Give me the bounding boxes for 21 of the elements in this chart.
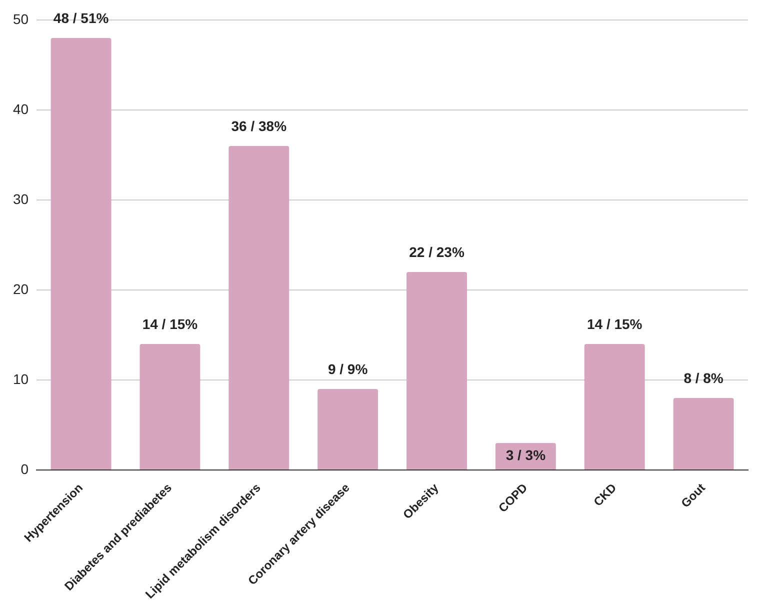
y-tick-label: 30 — [12, 190, 29, 207]
bar — [228, 146, 290, 470]
data-label: 9 / 9% — [328, 360, 368, 377]
data-label: 14 / 15% — [586, 316, 643, 332]
y-tick-label: 50 — [12, 10, 29, 27]
data-label: 8 / 8% — [684, 370, 724, 386]
data-label: 3 / 3% — [506, 446, 546, 463]
bar — [584, 344, 645, 470]
bar — [50, 38, 112, 470]
data-label: 22 / 23% — [409, 244, 465, 260]
bar — [318, 389, 378, 470]
y-tick-label: 0 — [20, 460, 29, 477]
y-tick-label: 10 — [12, 370, 29, 387]
data-label: 36 / 38% — [231, 118, 288, 134]
data-label: 48 / 51% — [53, 10, 110, 26]
bar — [140, 344, 200, 470]
y-tick-label: 20 — [12, 280, 29, 297]
y-tick-label: 40 — [12, 100, 29, 117]
bar — [406, 272, 467, 470]
data-label: 14 / 15% — [142, 316, 198, 332]
bar — [673, 398, 734, 470]
